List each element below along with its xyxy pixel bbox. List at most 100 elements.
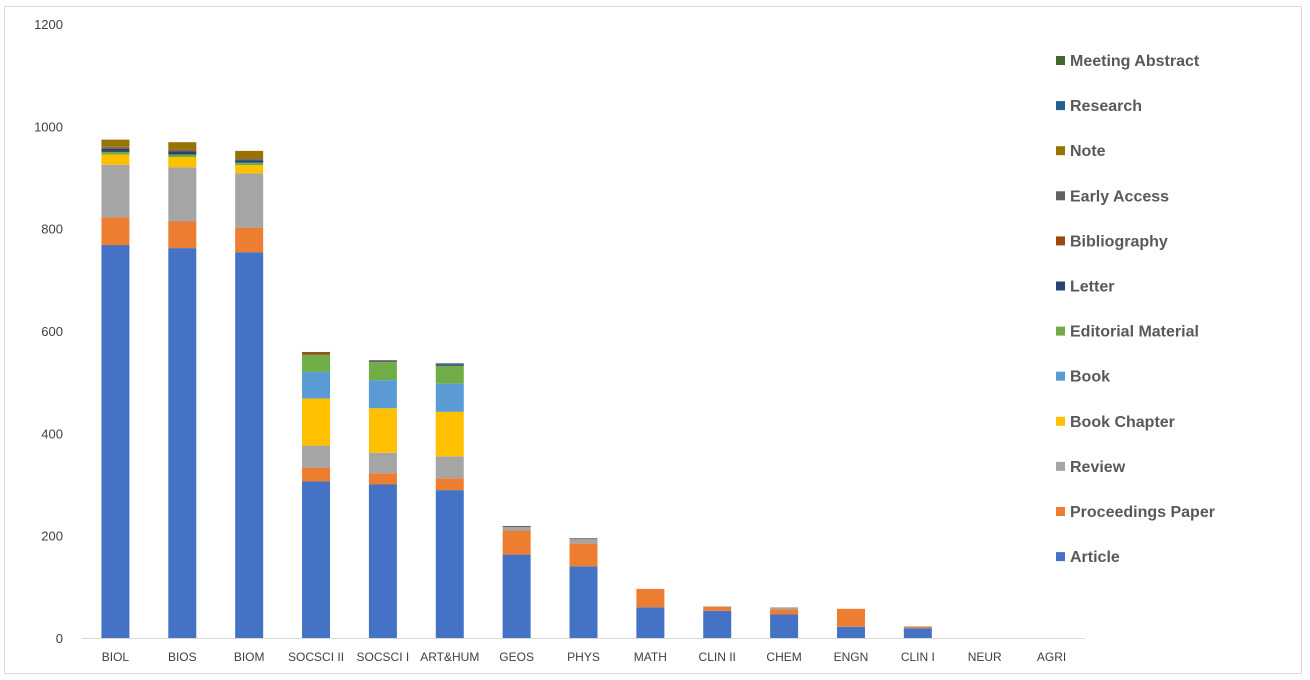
y-tick-label: 1200	[34, 17, 63, 32]
legend-item: Note	[1056, 143, 1106, 160]
x-category-label: SOCSCI I	[357, 650, 410, 664]
bar-segment-early-access-phys	[569, 538, 598, 540]
x-axis: BIOL BIOS BIOM SOCSCI II SOCSCI I ART&HUM GEOS…	[102, 650, 1066, 664]
legend-swatch	[1056, 416, 1065, 426]
bars	[101, 139, 932, 639]
bar-segment-review-clin-ii	[703, 606, 732, 607]
bar-segment-early-access-art-hum	[435, 363, 464, 365]
x-category-label: ENGN	[834, 650, 869, 664]
legend-label: Early Access	[1070, 188, 1169, 205]
bar-segment-editorial-material-socsci-ii	[302, 354, 331, 372]
bar-segment-proceedings-paper-art-hum	[435, 478, 464, 491]
bar-segment-note-biol	[101, 139, 130, 147]
bar-segment-article-geos	[502, 554, 531, 638]
bar-segment-early-access-socsci-i	[368, 360, 397, 363]
legend-label: Review	[1070, 459, 1126, 476]
bar-segment-letter-art-hum	[435, 364, 464, 366]
bar-segment-letter-biol	[101, 148, 130, 152]
x-category-label: BIOM	[234, 650, 265, 664]
bar-segment-article-art-hum	[435, 490, 464, 638]
bar-segment-editorial-material-biom	[235, 162, 264, 166]
bar-segment-book-chapter-art-hum	[435, 411, 464, 457]
bar-segment-book-chapter-bios	[168, 157, 197, 168]
legend-swatch	[1056, 236, 1065, 246]
bar-segment-proceedings-paper-geos	[502, 530, 531, 555]
bar-segment-editorial-material-bios	[168, 154, 197, 158]
legend-item: Editorial Material	[1056, 324, 1199, 341]
x-category-label: BIOL	[102, 650, 130, 664]
bar-segment-proceedings-paper-bios	[168, 221, 197, 249]
bar-segment-early-access-geos	[502, 525, 531, 527]
bar-segment-review-bios	[168, 167, 197, 222]
legend-item: Research	[1056, 98, 1142, 115]
chart-frame: 0 200 400 600 800 1000 1200 BIOL BIOS BIOM SOCSCI…	[4, 6, 1302, 674]
y-axis: 0 200 400 600 800 1000 1200	[34, 17, 63, 646]
legend-item: Proceedings Paper	[1056, 504, 1215, 521]
legend-item: Bibliography	[1056, 233, 1168, 250]
legend-label: Bibliography	[1070, 233, 1168, 250]
x-category-label: CLIN I	[901, 650, 935, 664]
bar-segment-review-geos	[502, 526, 531, 531]
bar-segment-article-chem	[770, 614, 799, 638]
bar-segment-article-phys	[569, 566, 598, 638]
bar-segment-proceedings-paper-phys	[569, 543, 598, 567]
bar-segment-editorial-material-socsci-i	[368, 362, 397, 381]
bar-segment-article-biom	[235, 252, 264, 638]
stacked-bar-chart: 0 200 400 600 800 1000 1200 BIOL BIOS BIOM SOCSCI…	[34, 17, 1215, 664]
bar-segment-review-biol	[101, 164, 130, 218]
legend-label: Editorial Material	[1070, 324, 1199, 341]
bar-segment-book-chapter-biol	[101, 154, 130, 165]
bar-segment-article-clin-ii	[703, 610, 732, 638]
x-category-label: PHYS	[567, 650, 600, 664]
y-tick-label: 800	[41, 222, 63, 237]
x-category-label: SOCSCI II	[288, 650, 344, 664]
bar-segment-early-access-bios	[168, 149, 197, 151]
bar-segment-editorial-material-biol	[101, 151, 130, 155]
y-tick-label: 1000	[34, 119, 63, 134]
x-category-label: NEUR	[968, 650, 1002, 664]
legend-swatch	[1056, 326, 1065, 336]
bar-segment-letter-bios	[168, 151, 197, 155]
legend-swatch	[1056, 191, 1065, 201]
bar-segment-article-engn	[836, 626, 865, 638]
bar-segment-bibliography-biom	[235, 159, 264, 161]
y-tick-label: 600	[41, 324, 63, 339]
x-category-label: GEOS	[499, 650, 534, 664]
bar-segment-book-chapter-biom	[235, 165, 264, 174]
bar-segment-review-chem	[770, 607, 799, 610]
y-tick-label: 200	[41, 529, 63, 544]
legend-swatch	[1056, 552, 1065, 562]
bar-segment-note-biom	[235, 150, 264, 159]
bar-segment-review-art-hum	[435, 456, 464, 479]
bar-segment-proceedings-paper-socsci-ii	[302, 467, 331, 482]
bar-segment-proceedings-paper-biol	[101, 217, 130, 246]
bar-segment-proceedings-paper-math	[636, 588, 665, 608]
x-category-label: AGRI	[1037, 650, 1066, 664]
bar-segment-review-socsci-i	[368, 452, 397, 474]
bar-segment-early-access-biol	[101, 146, 130, 148]
bar-segment-early-access-biom	[235, 158, 264, 160]
legend-swatch	[1056, 101, 1065, 111]
bar-segment-article-math	[636, 607, 665, 638]
bar-segment-proceedings-paper-engn	[836, 608, 865, 627]
bar-segment-proceedings-paper-clin-ii	[703, 606, 732, 611]
x-category-label: ART&HUM	[420, 650, 479, 664]
legend: Meeting Abstract Research Note Early Acces…	[1056, 53, 1215, 566]
legend-swatch	[1056, 461, 1065, 471]
legend-item: Article	[1056, 549, 1120, 566]
bar-segment-book-socsci-ii	[302, 371, 331, 399]
legend-label: Note	[1070, 143, 1106, 160]
bar-segment-note-bios	[168, 142, 197, 150]
bar-segment-book-art-hum	[435, 383, 464, 412]
bar-segment-article-clin-i	[903, 628, 932, 638]
legend-item: Early Access	[1056, 188, 1169, 205]
bar-segment-proceedings-paper-chem	[770, 609, 799, 615]
x-category-label: BIOS	[168, 650, 197, 664]
legend-swatch	[1056, 507, 1065, 516]
y-tick-label: 0	[56, 631, 63, 646]
bar-segment-bibliography-socsci-ii	[302, 352, 331, 355]
legend-item: Review	[1056, 459, 1126, 476]
legend-item: Meeting Abstract	[1056, 53, 1200, 70]
legend-label: Book	[1070, 369, 1110, 386]
bar-segment-early-access-socsci-ii	[302, 351, 331, 353]
